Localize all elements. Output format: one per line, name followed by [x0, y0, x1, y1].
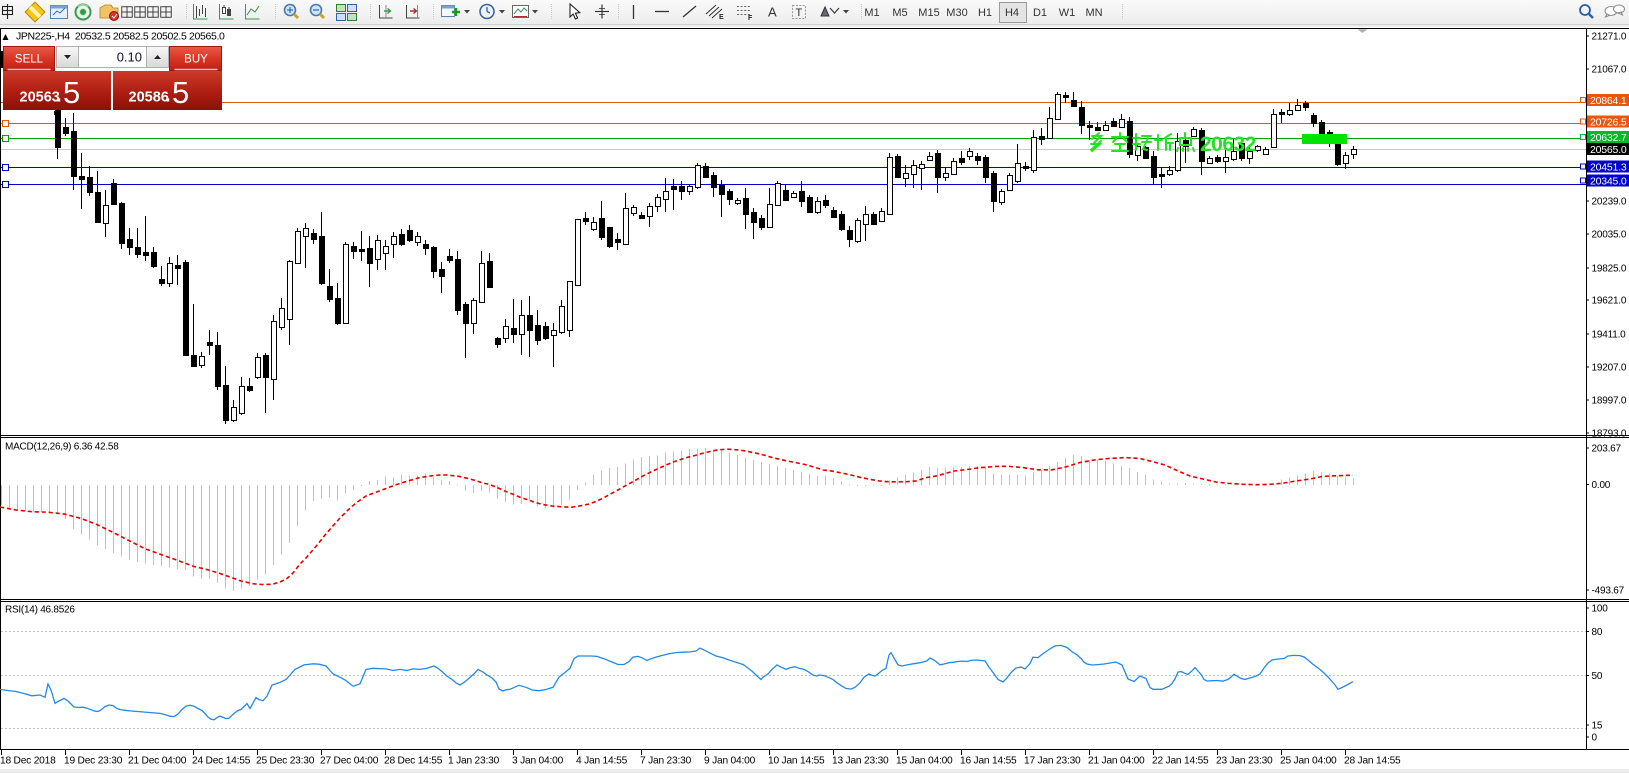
svg-text:10 Jan 14:55: 10 Jan 14:55: [768, 756, 825, 767]
svg-text:7 Jan 23:30: 7 Jan 23:30: [640, 756, 692, 767]
svg-text:203.67: 203.67: [1592, 444, 1622, 455]
svg-text:20451.3: 20451.3: [1590, 162, 1627, 174]
svg-text:JPN225-,H4 20532.5 20582.5 20: JPN225-,H4 20532.5 20582.5 20502.5 20565…: [16, 31, 225, 43]
svg-text:16 Jan 14:55: 16 Jan 14:55: [960, 756, 1017, 767]
svg-text:1 Jan 23:30: 1 Jan 23:30: [448, 756, 500, 767]
svg-text:H4: H4: [1005, 7, 1019, 19]
svg-text:0: 0: [1592, 733, 1598, 744]
svg-text:F: F: [748, 15, 753, 22]
svg-text:19207.0: 19207.0: [1592, 363, 1627, 374]
svg-text:15 Jan 04:00: 15 Jan 04:00: [896, 756, 953, 767]
svg-text:BUY: BUY: [184, 54, 208, 66]
svg-text:18793.0: 18793.0: [1592, 429, 1627, 440]
svg-text:0.00: 0.00: [1592, 480, 1611, 491]
svg-text:-493.67: -493.67: [1592, 586, 1625, 597]
svg-text:19411.0: 19411.0: [1592, 330, 1627, 341]
svg-text:M15: M15: [918, 7, 939, 19]
svg-text:20563: 20563: [20, 90, 60, 106]
svg-text:.: .: [56, 85, 62, 107]
svg-text:M1: M1: [864, 7, 879, 19]
svg-text:MACD(12,26,9) 6.36 42.58: MACD(12,26,9) 6.36 42.58: [5, 442, 119, 453]
svg-text:D1: D1: [1033, 7, 1047, 19]
svg-text:21271.0: 21271.0: [1592, 32, 1627, 43]
svg-text:22 Jan 14:55: 22 Jan 14:55: [1152, 756, 1209, 767]
svg-text:A: A: [768, 5, 777, 20]
svg-text:M30: M30: [946, 7, 967, 19]
svg-text:20345.0: 20345.0: [1590, 176, 1627, 188]
svg-text:17 Jan 23:30: 17 Jan 23:30: [1024, 756, 1081, 767]
svg-text:0.10: 0.10: [117, 50, 142, 65]
svg-text:28 Jan 14:55: 28 Jan 14:55: [1344, 756, 1401, 767]
svg-text:9 Jan 04:00: 9 Jan 04:00: [704, 756, 756, 767]
svg-text:18 Dec 2018: 18 Dec 2018: [0, 756, 56, 767]
svg-text:21067.0: 21067.0: [1592, 65, 1627, 76]
svg-text:W1: W1: [1059, 7, 1076, 19]
svg-text:20864.1: 20864.1: [1590, 95, 1627, 107]
svg-text:20035.0: 20035.0: [1592, 230, 1627, 241]
svg-text:25 Dec 23:30: 25 Dec 23:30: [256, 756, 315, 767]
svg-text:18997.0: 18997.0: [1592, 396, 1627, 407]
svg-text:5: 5: [63, 75, 80, 110]
svg-text:MN: MN: [1085, 7, 1102, 19]
svg-text:19 Dec 23:30: 19 Dec 23:30: [64, 756, 123, 767]
svg-text:E: E: [719, 14, 724, 21]
svg-text:28 Dec 14:55: 28 Dec 14:55: [384, 756, 443, 767]
svg-text:19825.0: 19825.0: [1592, 264, 1627, 275]
svg-text:20632: 20632: [1200, 133, 1256, 156]
svg-text:5: 5: [172, 75, 189, 110]
svg-text:21 Dec 04:00: 21 Dec 04:00: [128, 756, 187, 767]
svg-text:20632.7: 20632.7: [1590, 132, 1627, 144]
svg-text:21 Jan 04:00: 21 Jan 04:00: [1088, 756, 1145, 767]
svg-text:13 Jan 23:30: 13 Jan 23:30: [832, 756, 889, 767]
svg-text:20726.5: 20726.5: [1590, 117, 1627, 129]
svg-text:24 Dec 14:55: 24 Dec 14:55: [192, 756, 251, 767]
svg-text:25 Jan 04:00: 25 Jan 04:00: [1280, 756, 1337, 767]
svg-text:.: .: [165, 85, 171, 107]
svg-text:20565.0: 20565.0: [1590, 144, 1627, 156]
svg-text:H1: H1: [978, 7, 992, 19]
svg-text:3 Jan 04:00: 3 Jan 04:00: [512, 756, 564, 767]
svg-text:80: 80: [1592, 627, 1603, 638]
svg-text:20239.0: 20239.0: [1592, 197, 1627, 208]
svg-text:19621.0: 19621.0: [1592, 296, 1627, 307]
svg-text:M5: M5: [892, 7, 907, 19]
svg-text:RSI(14) 46.8526: RSI(14) 46.8526: [5, 605, 75, 616]
svg-text:15: 15: [1592, 721, 1603, 732]
svg-text:SELL: SELL: [15, 54, 44, 66]
svg-text:23 Jan 23:30: 23 Jan 23:30: [1216, 756, 1273, 767]
svg-text:20586: 20586: [129, 90, 169, 106]
svg-text:4 Jan 14:55: 4 Jan 14:55: [576, 756, 628, 767]
svg-text:T: T: [796, 7, 803, 19]
svg-text:27 Dec 04:00: 27 Dec 04:00: [320, 756, 379, 767]
svg-text:50: 50: [1592, 671, 1603, 682]
svg-text:100: 100: [1592, 604, 1609, 615]
